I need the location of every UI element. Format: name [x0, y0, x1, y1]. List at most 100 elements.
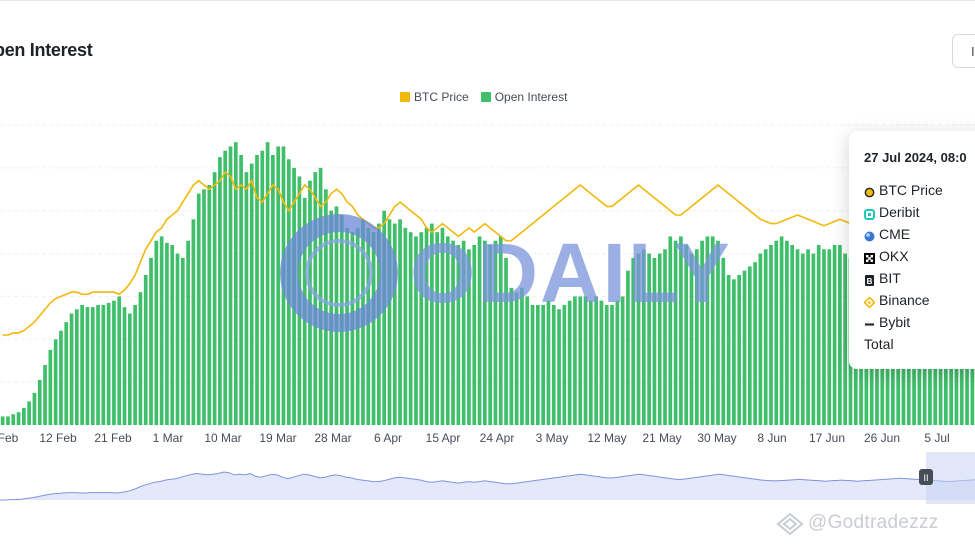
open-interest-bar[interactable] [832, 245, 837, 425]
navigator-selection[interactable] [926, 452, 975, 504]
open-interest-bar[interactable] [641, 249, 646, 425]
open-interest-bar[interactable] [80, 305, 84, 425]
open-interest-bar[interactable] [0, 416, 5, 425]
open-interest-bar[interactable] [265, 142, 270, 425]
open-interest-bar[interactable] [112, 300, 116, 425]
open-interest-bar[interactable] [599, 300, 604, 425]
open-interest-bar[interactable] [408, 232, 413, 425]
open-interest-bar[interactable] [551, 305, 556, 425]
open-interest-bar[interactable] [912, 347, 916, 425]
open-interest-bar[interactable] [800, 253, 805, 425]
open-interest-bar[interactable] [732, 279, 736, 425]
open-interest-bar[interactable] [896, 317, 901, 425]
open-interest-bar[interactable] [588, 300, 593, 425]
open-interest-bar[interactable] [419, 232, 424, 425]
open-interest-bar[interactable] [191, 219, 196, 425]
open-interest-bar[interactable] [218, 157, 222, 425]
open-interest-bar[interactable] [567, 300, 572, 425]
open-interest-bar[interactable] [594, 296, 598, 425]
open-interest-bar[interactable] [901, 326, 906, 425]
open-interest-bar[interactable] [922, 330, 927, 425]
open-interest-bar[interactable] [626, 270, 630, 425]
open-interest-bar[interactable] [11, 414, 16, 425]
open-interest-bar[interactable] [785, 240, 789, 425]
open-interest-bar[interactable] [117, 296, 122, 425]
open-interest-bar[interactable] [965, 313, 969, 425]
open-interest-bar[interactable] [228, 146, 233, 425]
legend-item-open-interest[interactable]: Open Interest [480, 90, 567, 104]
open-interest-bar[interactable] [615, 300, 620, 425]
open-interest-bar[interactable] [165, 242, 169, 425]
open-interest-bar[interactable] [472, 245, 477, 425]
open-interest-bar[interactable] [652, 257, 657, 425]
open-interest-bar[interactable] [647, 253, 651, 425]
open-interest-bar[interactable] [239, 155, 243, 425]
legend-item-btc-price[interactable]: BTC Price [400, 90, 469, 104]
open-interest-bar[interactable] [917, 343, 922, 425]
open-interest-bar[interactable] [763, 249, 768, 425]
open-interest-bar[interactable] [906, 343, 911, 425]
open-interest-bar[interactable] [37, 380, 42, 425]
open-interest-bar[interactable] [928, 335, 932, 425]
open-interest-bar[interactable] [127, 313, 132, 425]
open-interest-bar[interactable] [249, 163, 254, 425]
open-interest-bar[interactable] [949, 326, 954, 425]
open-interest-bar[interactable] [106, 302, 111, 425]
open-interest-bar[interactable] [387, 219, 392, 425]
open-interest-bar[interactable] [43, 365, 47, 425]
open-interest-bar[interactable] [806, 249, 810, 425]
open-interest-bar[interactable] [816, 245, 821, 425]
open-interest-bar[interactable] [954, 322, 959, 425]
open-interest-bar[interactable] [620, 296, 625, 425]
open-interest-bar[interactable] [530, 305, 535, 425]
open-interest-bar[interactable] [186, 240, 190, 425]
open-interest-bar[interactable] [663, 249, 667, 425]
open-interest-bar[interactable] [631, 257, 636, 425]
open-interest-bar[interactable] [59, 330, 63, 425]
open-interest-bar[interactable] [610, 305, 614, 425]
open-interest-bar[interactable] [541, 305, 545, 425]
open-interest-bar[interactable] [705, 236, 710, 425]
open-interest-bar[interactable] [467, 249, 471, 425]
open-interest-bar[interactable] [27, 401, 31, 425]
open-interest-bar[interactable] [403, 227, 408, 425]
open-interest-bar[interactable] [504, 257, 508, 425]
open-interest-bar[interactable] [180, 257, 185, 425]
open-interest-bar[interactable] [525, 296, 530, 425]
open-interest-bar[interactable] [673, 240, 678, 425]
open-interest-bar[interactable] [509, 287, 514, 425]
open-interest-bar[interactable] [101, 305, 106, 425]
open-interest-bar[interactable] [578, 296, 583, 425]
open-interest-bar[interactable] [392, 223, 397, 425]
open-interest-bar[interactable] [546, 300, 551, 425]
open-interest-bar[interactable] [85, 307, 90, 425]
open-interest-bar[interactable] [276, 146, 281, 425]
open-interest-bar[interactable] [657, 253, 662, 425]
open-interest-bar[interactable] [795, 249, 800, 425]
open-interest-bar[interactable] [827, 249, 832, 425]
open-interest-bar[interactable] [758, 253, 763, 425]
open-interest-bar[interactable] [694, 249, 699, 425]
open-interest-bar[interactable] [562, 305, 567, 425]
open-interest-bar[interactable] [313, 172, 318, 425]
open-interest-bar[interactable] [753, 262, 757, 425]
open-interest-bar[interactable] [149, 257, 153, 425]
open-interest-bar[interactable] [959, 317, 964, 425]
open-interest-bar[interactable] [933, 339, 938, 425]
open-interest-bar[interactable] [430, 223, 434, 425]
open-interest-bar[interactable] [769, 245, 773, 425]
open-interest-bar[interactable] [700, 240, 704, 425]
open-interest-bar[interactable] [159, 236, 164, 425]
open-interest-bar[interactable] [440, 227, 445, 425]
open-interest-bar[interactable] [737, 275, 742, 425]
open-interest-bar[interactable] [32, 392, 37, 425]
open-interest-bar[interactable] [488, 245, 492, 425]
open-interest-bar[interactable] [53, 339, 58, 425]
open-interest-bar[interactable] [366, 227, 371, 425]
open-interest-bar[interactable] [811, 253, 816, 425]
open-interest-bar[interactable] [456, 245, 461, 425]
open-interest-bar[interactable] [684, 245, 689, 425]
range-button[interactable]: I [952, 34, 975, 68]
open-interest-bar[interactable] [138, 292, 143, 425]
